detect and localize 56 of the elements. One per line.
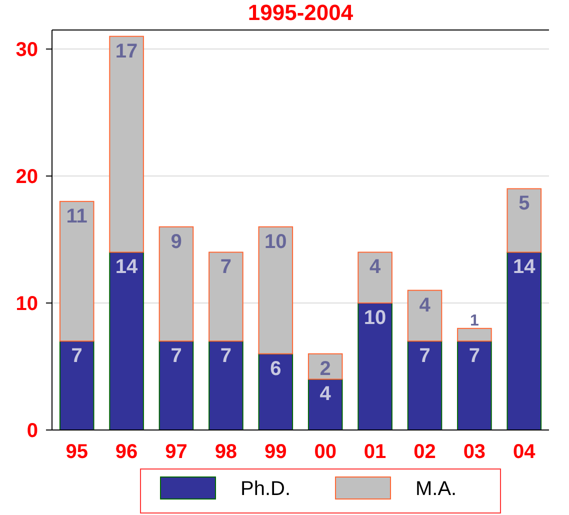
data-label: 2 xyxy=(320,358,331,380)
x-tick-label: 98 xyxy=(214,441,238,463)
x-tick-label: 97 xyxy=(165,441,188,463)
data-label: 4 xyxy=(419,294,432,316)
bar xyxy=(457,340,492,430)
bar xyxy=(506,252,542,430)
x-tick-label: 01 xyxy=(364,441,386,463)
data-label: 5 xyxy=(518,192,530,215)
data-label: 11 xyxy=(66,205,88,228)
bar xyxy=(158,340,194,430)
bar xyxy=(358,302,392,430)
bar xyxy=(407,340,442,430)
data-label: 10 xyxy=(264,230,287,253)
bar xyxy=(258,353,294,430)
x-tick-label: 04 xyxy=(513,441,536,463)
data-label: 4 xyxy=(369,256,382,278)
x-tick-label: 95 xyxy=(66,441,88,463)
legend-label: M.A. xyxy=(416,478,457,500)
x-tick-label: 02 xyxy=(414,441,436,463)
bar xyxy=(358,252,392,304)
data-label: 10 xyxy=(364,307,386,330)
data-label: 4 xyxy=(320,383,332,406)
data-label: 14 xyxy=(115,256,139,278)
data-label: 7 xyxy=(419,345,430,368)
data-label: 7 xyxy=(71,345,82,368)
bar xyxy=(457,328,492,342)
data-label: 1 xyxy=(470,312,479,330)
x-tick-label: 00 xyxy=(314,441,336,463)
data-label: 17 xyxy=(115,40,138,62)
bar xyxy=(208,252,244,342)
bar xyxy=(59,200,94,342)
x-tick-label: 96 xyxy=(115,441,138,463)
y-tick-label: 20 xyxy=(16,166,38,188)
bar xyxy=(109,36,144,253)
bar xyxy=(407,290,442,342)
x-tick-label: 99 xyxy=(264,441,287,463)
legend-label: Ph.D. xyxy=(240,478,291,500)
bar xyxy=(59,340,94,430)
bar xyxy=(208,340,244,430)
bar xyxy=(506,188,542,253)
data-label: 14 xyxy=(513,256,536,278)
data-label: 6 xyxy=(270,358,282,380)
data-label: 9 xyxy=(170,230,182,253)
x-tick-label: 03 xyxy=(463,441,486,463)
y-tick-label: 0 xyxy=(26,420,38,442)
data-label: 7 xyxy=(220,345,232,368)
data-label: 7 xyxy=(170,345,182,368)
data-label: 7 xyxy=(468,345,480,368)
bar xyxy=(308,378,343,430)
bar xyxy=(158,226,194,342)
y-tick-label: 30 xyxy=(16,39,38,62)
y-tick-label: 10 xyxy=(16,293,38,316)
bar xyxy=(258,226,294,354)
data-label: 7 xyxy=(220,256,232,278)
bar xyxy=(109,252,144,430)
chart-title: 1995-2004 xyxy=(248,0,354,25)
